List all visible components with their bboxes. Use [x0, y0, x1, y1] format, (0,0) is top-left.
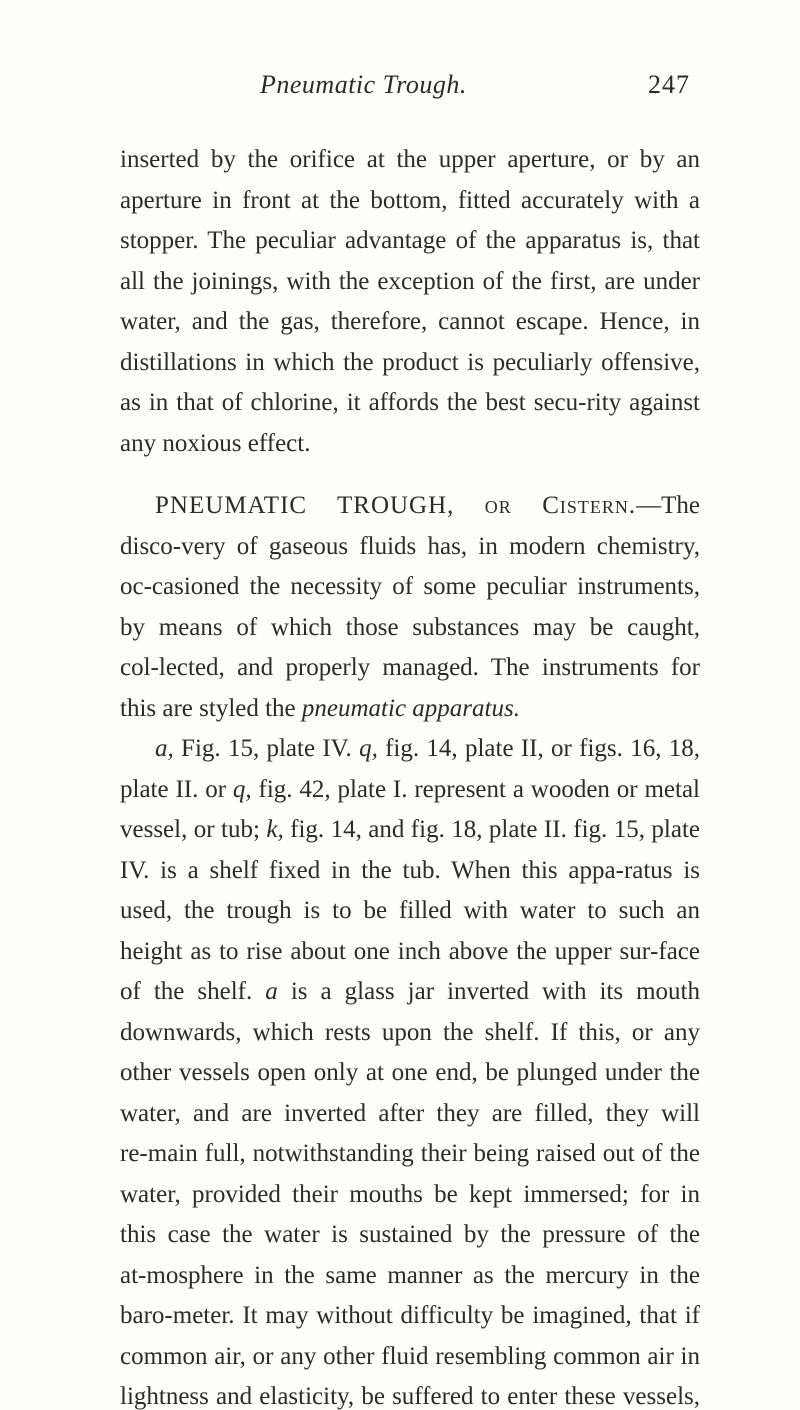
p3-seg-5: is a glass jar inverted with its mouth d…: [120, 978, 700, 1410]
page-number: 247: [648, 70, 690, 100]
p3-seg-4: fig. 14, and fig. 18, plate II. fig. 15,…: [120, 816, 700, 1005]
page: Pneumatic Trough. 247 inserted by the or…: [0, 0, 800, 1410]
entry-head: PNEUMATIC TROUGH,: [155, 492, 485, 519]
entry-cistern: Cistern.: [512, 492, 636, 519]
section-gap: [120, 464, 700, 486]
entry-or: or: [485, 492, 512, 519]
var-q-1: q,: [359, 735, 385, 762]
running-head: Pneumatic Trough. 247: [120, 70, 700, 100]
var-a-1: a,: [155, 735, 181, 762]
body-text: inserted by the orifice at the upper ape…: [120, 140, 700, 1410]
running-title: Pneumatic Trough.: [260, 70, 467, 100]
p3-seg-1: Fig. 15, plate IV.: [181, 735, 359, 762]
paragraph-2-rest: —The disco‑very of gaseous fluids has, i…: [120, 492, 700, 722]
var-a-2: a: [265, 978, 291, 1005]
paragraph-1: inserted by the orifice at the upper ape…: [120, 140, 700, 464]
var-q-2: q,: [233, 776, 259, 803]
pneumatic-apparatus-term: pneumatic apparatus.: [302, 695, 520, 722]
paragraph-2: PNEUMATIC TROUGH, or Cistern.—The disco‑…: [120, 486, 700, 729]
var-k: k,: [266, 816, 290, 843]
paragraph-1-text: inserted by the orifice at the upper ape…: [120, 146, 700, 457]
paragraph-3: a, Fig. 15, plate IV. q, fig. 14, plate …: [120, 729, 700, 1410]
